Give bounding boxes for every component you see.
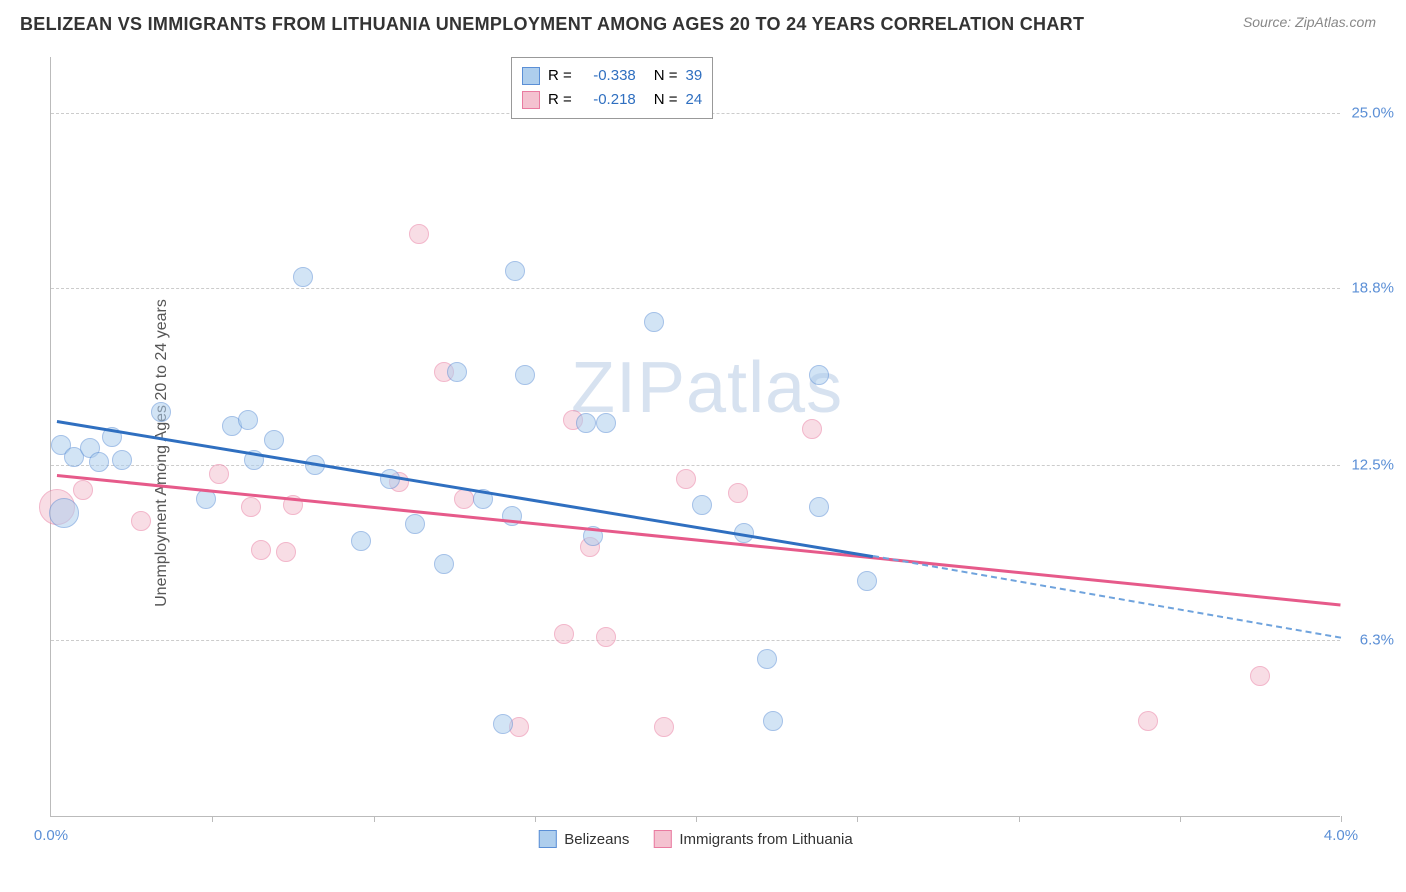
data-point <box>505 261 525 281</box>
data-point <box>728 483 748 503</box>
data-point <box>264 430 284 450</box>
data-point <box>241 497 261 517</box>
stat-r-label: R = <box>548 88 572 112</box>
data-point <box>515 365 535 385</box>
data-point <box>293 267 313 287</box>
data-point <box>405 514 425 534</box>
data-point <box>857 571 877 591</box>
x-tick <box>1341 816 1342 822</box>
stat-n-label: N = <box>654 64 678 88</box>
x-tick <box>374 816 375 822</box>
data-point <box>763 711 783 731</box>
legend-item-pink: Immigrants from Lithuania <box>653 830 852 848</box>
y-tick-label: 25.0% <box>1351 105 1394 122</box>
legend-label-pink: Immigrants from Lithuania <box>679 831 852 848</box>
y-tick-label: 6.3% <box>1360 631 1394 648</box>
stat-n-value: 24 <box>686 88 703 112</box>
data-point <box>454 489 474 509</box>
data-point <box>692 495 712 515</box>
data-point <box>380 469 400 489</box>
legend-item-blue: Belizeans <box>538 830 629 848</box>
x-tick <box>1019 816 1020 822</box>
header: BELIZEAN VS IMMIGRANTS FROM LITHUANIA UN… <box>0 0 1406 43</box>
stat-row: R = -0.218 N = 24 <box>522 88 702 112</box>
data-point <box>676 469 696 489</box>
x-tick <box>857 816 858 822</box>
data-point <box>251 540 271 560</box>
trend-line <box>57 474 1341 606</box>
data-point <box>209 464 229 484</box>
gridline <box>51 640 1340 641</box>
gridline <box>51 288 1340 289</box>
data-point <box>1250 666 1270 686</box>
data-point <box>447 362 467 382</box>
scatter-plot: ZIPatlas Belizeans Immigrants from Lithu… <box>50 57 1340 817</box>
data-point <box>596 413 616 433</box>
legend-label-blue: Belizeans <box>564 831 629 848</box>
legend-swatch-blue <box>538 830 556 848</box>
correlation-stats: R = -0.338 N = 39 R = -0.218 N = 24 <box>511 57 713 119</box>
data-point <box>238 410 258 430</box>
stat-r-value: -0.338 <box>580 64 636 88</box>
data-point <box>351 531 371 551</box>
y-tick-label: 12.5% <box>1351 457 1394 474</box>
chart-container: Unemployment Among Ages 20 to 24 years Z… <box>0 43 1406 863</box>
chart-title: BELIZEAN VS IMMIGRANTS FROM LITHUANIA UN… <box>20 14 1084 35</box>
data-point <box>596 627 616 647</box>
data-point <box>554 624 574 644</box>
data-point <box>493 714 513 734</box>
data-point <box>73 480 93 500</box>
data-point <box>644 312 664 332</box>
data-point <box>151 402 171 422</box>
data-point <box>112 450 132 470</box>
data-point <box>434 554 454 574</box>
legend-swatch-pink <box>653 830 671 848</box>
stat-r-value: -0.218 <box>580 88 636 112</box>
data-point <box>1138 711 1158 731</box>
data-point <box>131 511 151 531</box>
data-point <box>809 365 829 385</box>
source-label: Source: ZipAtlas.com <box>1243 14 1376 30</box>
stat-n-label: N = <box>654 88 678 112</box>
stat-r-label: R = <box>548 64 572 88</box>
data-point <box>802 419 822 439</box>
stat-row: R = -0.338 N = 39 <box>522 64 702 88</box>
x-tick-label: 0.0% <box>34 827 68 844</box>
x-tick-label: 4.0% <box>1324 827 1358 844</box>
stat-swatch <box>522 67 540 85</box>
data-point <box>409 224 429 244</box>
data-point <box>49 498 79 528</box>
data-point <box>654 717 674 737</box>
data-point <box>809 497 829 517</box>
data-point <box>89 452 109 472</box>
x-tick <box>535 816 536 822</box>
data-point <box>757 649 777 669</box>
stat-swatch <box>522 91 540 109</box>
gridline <box>51 465 1340 466</box>
x-tick <box>696 816 697 822</box>
stat-n-value: 39 <box>686 64 703 88</box>
x-tick <box>212 816 213 822</box>
legend: Belizeans Immigrants from Lithuania <box>538 830 852 848</box>
x-tick <box>1180 816 1181 822</box>
y-tick-label: 18.8% <box>1351 279 1394 296</box>
data-point <box>276 542 296 562</box>
data-point <box>576 413 596 433</box>
